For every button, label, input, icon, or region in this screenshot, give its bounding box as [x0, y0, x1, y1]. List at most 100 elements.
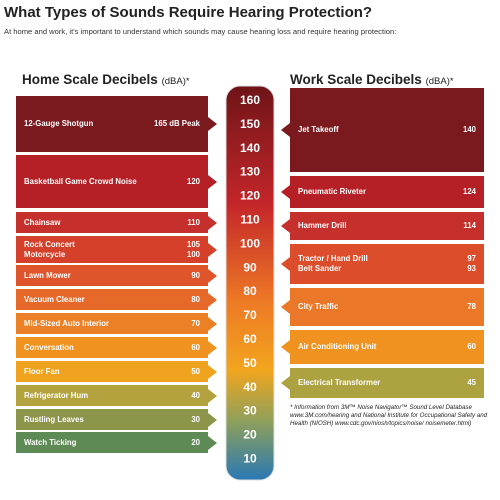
sound-item: 12-Gauge Shotgun 165 dB Peak [24, 119, 200, 129]
sound-row: Watch Ticking 20 [16, 432, 208, 453]
scale-label: 10 [243, 452, 257, 466]
sound-item: Refrigerator Hum 40 [24, 391, 200, 401]
sound-row: Rustling Leaves 30 [16, 409, 208, 430]
sound-label: Basketball Game Crowd Noise [24, 176, 137, 186]
pointer [208, 215, 217, 230]
sound-label: Chainsaw [24, 217, 61, 227]
sound-value: 114 [463, 221, 476, 230]
scale-label: 130 [240, 165, 260, 179]
pointer [281, 376, 290, 390]
heading-text: Home Scale Decibels [22, 72, 158, 87]
sound-label: Conversation [24, 342, 74, 352]
sound-value: 50 [191, 366, 200, 376]
sound-label: Pneumatic Riveter [298, 187, 367, 196]
sound-row: Lawn Mower 90 [16, 265, 208, 286]
sound-value: 140 [462, 125, 476, 134]
scale-label: 40 [243, 380, 257, 394]
sound-value: 70 [191, 318, 200, 328]
sound-item: Belt Sander 93 [298, 264, 476, 274]
sound-item: Tractor / Hand Drill 97 [298, 254, 476, 264]
sound-label: Hammer Drill [298, 221, 347, 230]
sound-label: 12-Gauge Shotgun [24, 119, 94, 128]
sound-value: 60 [191, 342, 200, 352]
scale-label: 150 [240, 117, 260, 131]
sound-label: Lawn Mower [24, 270, 71, 280]
sound-label: Motorcycle [24, 249, 66, 259]
sound-row: Mid-Sized Auto Interior 70 [16, 313, 208, 334]
pointer [281, 257, 290, 271]
sound-label: Electrical Transformer [298, 378, 381, 387]
scale-label: 50 [243, 356, 257, 370]
pointer [208, 364, 217, 379]
pointer [208, 268, 217, 283]
pointer [281, 300, 290, 314]
heading-unit: (dBA)* [425, 76, 454, 87]
sound-item: Motorcycle 100 [24, 250, 200, 260]
sound-value: 165 dB Peak [154, 119, 200, 128]
sound-label: Refrigerator Hum [24, 390, 89, 400]
sound-value: 124 [462, 187, 476, 196]
scale-label: 90 [243, 260, 257, 274]
pointer [208, 412, 217, 427]
title: What Types of Sounds Require Hearing Pro… [4, 4, 373, 21]
heading-text: Work Scale Decibels [290, 72, 422, 87]
sound-item: Vacuum Cleaner 80 [24, 295, 200, 305]
home-heading: Home Scale Decibels (dBA)* [22, 72, 190, 87]
sound-item: Mid-Sized Auto Interior 70 [24, 319, 200, 329]
sound-item: Pneumatic Riveter 124 [298, 187, 476, 197]
sound-value: 20 [191, 437, 200, 447]
scale-label: 140 [240, 141, 260, 155]
thermometer-body [225, 85, 275, 481]
pointer [281, 123, 290, 137]
sound-label: Watch Ticking [24, 437, 77, 447]
scale-label: 30 [243, 404, 257, 418]
scale-label: 60 [243, 332, 257, 346]
sound-value: 93 [467, 264, 476, 273]
scale-label: 160 [240, 93, 260, 107]
sound-value: 45 [467, 378, 476, 387]
pointer [208, 340, 217, 355]
heading-unit: (dBA)* [161, 76, 190, 87]
sound-row: City Traffic 78 [290, 288, 484, 326]
sound-label: Vacuum Cleaner [24, 294, 85, 304]
sound-value: 80 [191, 294, 200, 304]
thermometer: 160 150 140 130 120 110 100 90 80 70 60 50 40 30 20 10 [225, 85, 275, 481]
sound-item: Floor Fan 50 [24, 367, 200, 377]
sound-label: Belt Sander [298, 264, 342, 273]
sound-row: Hammer Drill 114 [290, 212, 484, 240]
sound-item: Hammer Drill 114 [298, 221, 476, 231]
sound-value: 78 [467, 302, 476, 311]
pointer [208, 316, 217, 331]
sound-row: 12-Gauge Shotgun 165 dB Peak [16, 96, 208, 152]
scale-label: 100 [240, 236, 260, 250]
sound-row: Refrigerator Hum 40 [16, 385, 208, 406]
subtitle: At home and work, it's important to unde… [4, 27, 397, 36]
sound-item: City Traffic 78 [298, 302, 476, 312]
sound-label: City Traffic [298, 302, 339, 311]
sound-label: Mid-Sized Auto Interior [24, 318, 110, 328]
sound-row: Floor Fan 50 [16, 361, 208, 382]
footnote: * Information from 3M™ Noise Navigator™ … [290, 404, 488, 427]
sound-row: Basketball Game Crowd Noise 120 [16, 155, 208, 208]
sound-item: Lawn Mower 90 [24, 271, 200, 281]
scale-label: 20 [243, 428, 257, 442]
sound-row: Chainsaw 110 [16, 212, 208, 233]
sound-label: Rustling Leaves [24, 414, 84, 424]
sound-value: 100 [186, 249, 200, 259]
sound-row: Conversation 60 [16, 337, 208, 358]
sound-label: Floor Fan [24, 366, 60, 376]
sound-item: Conversation 60 [24, 343, 200, 353]
pointer [281, 185, 290, 199]
scale-label: 70 [243, 308, 257, 322]
pointer [208, 435, 217, 450]
sound-item: Watch Ticking 20 [24, 438, 200, 448]
sound-item: Electrical Transformer 45 [298, 378, 476, 388]
pointer [208, 242, 217, 257]
scale-label: 80 [243, 284, 257, 298]
sound-value: 97 [467, 254, 476, 263]
pointer [208, 292, 217, 307]
sound-item: Rock Concert 105 [24, 240, 200, 250]
sound-item: Air Conditioning Unit 60 [298, 342, 476, 352]
scale-label: 120 [240, 189, 260, 203]
